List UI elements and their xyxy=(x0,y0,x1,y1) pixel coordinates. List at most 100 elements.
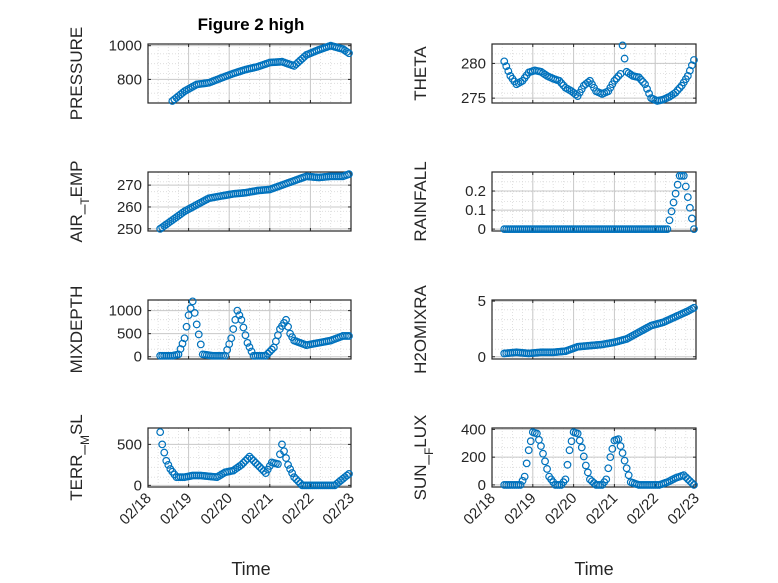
data-point xyxy=(673,180,682,189)
data-point xyxy=(690,303,698,312)
y-tick-label: 200 xyxy=(461,449,486,466)
data-point xyxy=(239,323,248,332)
data-point xyxy=(577,443,586,452)
data-point xyxy=(567,437,576,446)
data-point xyxy=(669,198,678,207)
data-point xyxy=(643,84,651,93)
data-point xyxy=(188,297,197,306)
data-point xyxy=(158,440,167,449)
data-point xyxy=(290,473,299,482)
data-point xyxy=(614,435,623,444)
y-tick-label: 400 xyxy=(461,421,486,438)
data-point xyxy=(251,458,260,467)
axes-box xyxy=(491,171,697,232)
ylabel: TERR_MSL xyxy=(67,414,92,501)
ylabel: H2OMIXRA xyxy=(411,284,430,373)
data-point xyxy=(539,449,547,458)
data-point xyxy=(280,447,288,456)
data-point xyxy=(690,225,698,233)
y-tick-label: 1000 xyxy=(109,38,142,55)
data-point xyxy=(690,56,698,64)
data-point xyxy=(565,446,574,455)
data-point xyxy=(235,311,244,320)
data-point xyxy=(608,444,617,453)
data-point xyxy=(504,67,513,75)
ylabel: SUN_FLUX xyxy=(411,415,436,501)
subplot-h2omixra: 0 5 H2OMIXRA xyxy=(411,284,698,374)
axes-box xyxy=(147,299,352,360)
series-markers xyxy=(500,171,698,233)
data-point xyxy=(247,454,256,463)
data-point xyxy=(241,331,250,340)
data-point xyxy=(247,347,256,356)
ylabel: AIR_TEMP xyxy=(67,161,92,243)
axes-box xyxy=(491,43,697,104)
data-point xyxy=(178,208,187,217)
ylabel: RAINFALL xyxy=(411,161,430,241)
subplot-rainfall: 0 0.1 0.2 RAINFALL xyxy=(411,161,698,242)
data-point xyxy=(274,460,282,468)
data-point xyxy=(573,429,582,438)
y-tick-label: 0 xyxy=(134,349,142,366)
ylabel: PRESSURE xyxy=(67,27,86,121)
y-tick-label: 0 xyxy=(134,477,142,494)
data-point xyxy=(681,473,690,482)
data-point xyxy=(284,322,292,331)
y-tick-label: 250 xyxy=(117,221,142,238)
series-markers xyxy=(500,303,698,358)
data-point xyxy=(620,54,629,63)
y-tick-label: 500 xyxy=(117,436,142,453)
data-point xyxy=(663,225,672,233)
data-point xyxy=(563,460,572,469)
data-point xyxy=(502,62,511,71)
data-point xyxy=(685,477,694,485)
data-point xyxy=(284,460,292,469)
data-point xyxy=(194,330,203,339)
data-point xyxy=(645,89,653,98)
data-point xyxy=(261,351,270,360)
series-markers xyxy=(156,297,353,360)
figure-title: Figure 2 high xyxy=(198,15,305,34)
data-point xyxy=(618,41,627,50)
data-point xyxy=(345,49,353,58)
data-point xyxy=(255,463,264,471)
data-point xyxy=(575,436,584,445)
data-point xyxy=(557,79,566,88)
data-point xyxy=(620,456,629,465)
data-point xyxy=(610,76,619,85)
data-point xyxy=(243,338,252,347)
data-point xyxy=(555,76,564,85)
data-point xyxy=(690,481,698,489)
data-point xyxy=(543,465,551,473)
data-point xyxy=(345,469,353,478)
data-point xyxy=(571,90,580,99)
data-point xyxy=(263,349,272,358)
subplot-air_temp: 250 260 270 AIR_TEMP xyxy=(67,161,353,243)
ylabel: THETA xyxy=(411,46,430,101)
subplot-pressure: 800 1000 PRESSURE xyxy=(67,27,353,121)
data-point xyxy=(500,57,509,66)
data-point xyxy=(345,170,353,179)
data-point xyxy=(190,309,199,317)
data-point xyxy=(683,193,692,202)
data-point xyxy=(579,452,588,461)
data-point xyxy=(282,454,290,462)
data-point xyxy=(526,437,535,446)
data-point xyxy=(516,481,525,489)
data-point xyxy=(253,460,262,469)
data-point xyxy=(683,475,692,483)
data-point xyxy=(667,207,676,216)
data-point xyxy=(265,347,274,356)
data-point xyxy=(583,468,592,477)
data-point xyxy=(520,472,529,481)
y-tick-label: 0 xyxy=(478,349,486,366)
data-point xyxy=(237,460,246,469)
data-point xyxy=(671,189,680,198)
data-point xyxy=(182,322,191,331)
data-point xyxy=(343,47,351,56)
series-markers xyxy=(156,170,353,233)
data-point xyxy=(237,315,246,324)
data-point xyxy=(249,456,258,465)
y-tick-label: 800 xyxy=(117,71,142,88)
